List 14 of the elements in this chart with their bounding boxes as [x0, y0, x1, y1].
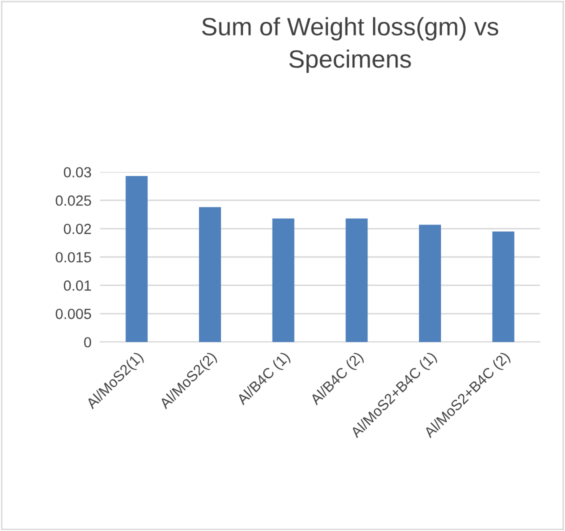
y-tick-label: 0.02 [64, 224, 91, 234]
y-tick-label: 0.015 [56, 252, 92, 262]
bar [272, 218, 294, 342]
bar [492, 232, 514, 342]
chart-title: Sum of Weight loss(gm) vs Specimens [202, 17, 498, 73]
bar [126, 176, 148, 342]
y-tick-label: 0.03 [64, 167, 92, 178]
y-tick-label: 0.005 [56, 308, 92, 320]
bar [199, 207, 221, 342]
bar [419, 224, 441, 342]
y-tick-label: 0.025 [56, 195, 92, 206]
y-tick-label: 0 [84, 337, 92, 348]
bar [346, 218, 368, 342]
y-tick-label: 0.01 [64, 280, 91, 291]
